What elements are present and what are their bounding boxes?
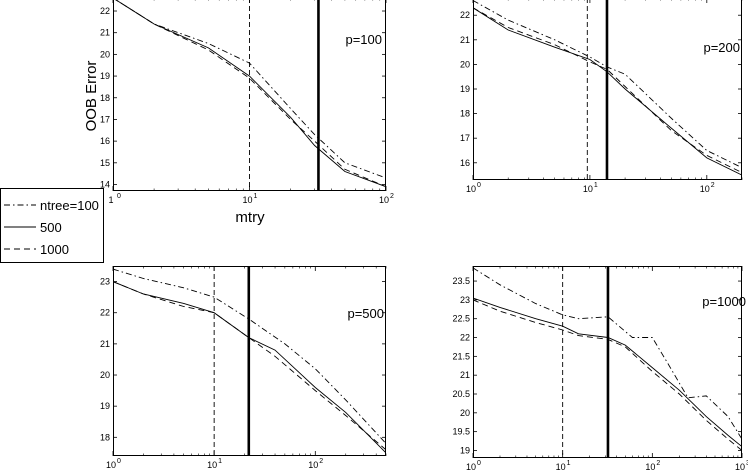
x-tick-exponent: 2: [711, 182, 715, 189]
y-tick-label: 23: [100, 277, 110, 287]
x-tick-exponent: 3: [746, 460, 748, 467]
x-tick-label: 10: [700, 184, 710, 194]
legend: ntree=100 500 1000: [0, 188, 104, 263]
series-line-1000: [113, 281, 386, 451]
panel-p100: p=100 OOB Error mtry 1415161718192021221…: [83, 0, 394, 226]
y-tick-label: 20.5: [452, 389, 470, 399]
axes-frame: [473, 266, 742, 458]
legend-box: [0, 188, 104, 263]
panel-title: p=100: [345, 32, 382, 47]
y-tick-label: 21.5: [452, 351, 470, 361]
panel-title: p=200: [703, 40, 740, 55]
y-tick-label: 23.5: [452, 276, 470, 286]
y-tick-label: 22: [460, 10, 470, 20]
y-tick-label: 22: [100, 6, 110, 16]
x-tick-exponent: 0: [117, 458, 121, 465]
panel-title: p=500: [347, 306, 384, 321]
y-tick-label: 19: [100, 71, 110, 81]
x-tick-label: 10: [583, 184, 593, 194]
x-tick-label: 1: [108, 195, 113, 205]
y-tick-label: 19: [460, 84, 470, 94]
series-line-ntree-100: [113, 268, 386, 444]
y-tick-label: 18: [100, 432, 110, 442]
x-tick-exponent: 1: [218, 458, 222, 465]
series-line-ntree-100: [473, 267, 742, 440]
y-tick-label: 19: [460, 445, 470, 455]
x-tick-exponent: 1: [594, 182, 598, 189]
x-tick-label: 10: [379, 195, 389, 205]
y-tick-label: 20: [100, 370, 110, 380]
y-tick-label: 19.5: [452, 427, 470, 437]
axes-frame: [113, 0, 386, 191]
x-tick-label: 10: [207, 460, 217, 470]
y-tick-label: 21: [460, 35, 470, 45]
axes-frame: [113, 266, 386, 456]
x-tick-exponent: 2: [656, 460, 660, 467]
y-tick-label: 17: [100, 114, 110, 124]
legend-label-1000: 1000: [40, 242, 69, 257]
y-tick-label: 19: [100, 401, 110, 411]
legend-label-ntree100: ntree=100: [40, 198, 99, 213]
series-line-1000: [473, 7, 742, 174]
axes-frame: [473, 0, 742, 180]
series-line-500: [473, 297, 742, 448]
y-tick-label: 21: [100, 339, 110, 349]
x-tick-label: 10: [466, 462, 476, 472]
x-tick-label: 10: [466, 184, 476, 194]
x-axis-label: mtry: [235, 209, 265, 226]
x-tick-exponent: 2: [390, 193, 394, 200]
x-tick-exponent: 1: [567, 460, 571, 467]
series-line-ntree-100: [473, 0, 742, 169]
y-tick-label: 22.5: [452, 314, 470, 324]
y-tick-label: 20: [460, 408, 470, 418]
series-line-500: [113, 281, 386, 454]
y-tick-label: 20: [460, 59, 470, 69]
x-tick-label: 10: [556, 462, 566, 472]
x-tick-exponent: 2: [319, 458, 323, 465]
y-tick-label: 21: [100, 28, 110, 38]
y-tick-label: 18: [460, 109, 470, 119]
series-line-500: [115, 0, 386, 188]
x-tick-exponent: 1: [254, 193, 258, 200]
x-tick-label: 10: [645, 462, 655, 472]
x-tick-label: 10: [308, 460, 318, 470]
x-tick-label: 10: [735, 462, 745, 472]
y-tick-label: 17: [460, 133, 470, 143]
x-tick-exponent: 0: [477, 182, 481, 189]
x-tick-label: 10: [106, 460, 116, 470]
x-tick-label: 10: [242, 195, 252, 205]
y-tick-label: 14: [100, 179, 110, 189]
y-tick-label: 15: [100, 158, 110, 168]
x-tick-exponent: 0: [477, 460, 481, 467]
series-line-500: [473, 7, 742, 176]
y-tick-label: 16: [100, 136, 110, 146]
series-line-ntree-100: [115, 0, 386, 179]
y-tick-label: 21: [460, 370, 470, 380]
y-tick-label: 22: [460, 333, 470, 343]
y-tick-label: 16: [460, 158, 470, 168]
x-tick-exponent: 0: [117, 193, 121, 200]
series-line-1000: [115, 0, 386, 188]
y-axis-label: OOB Error: [83, 61, 100, 132]
y-tick-label: 20: [100, 49, 110, 59]
y-tick-label: 18: [100, 93, 110, 103]
series-line-1000: [473, 299, 742, 451]
panel-title: p=1000: [702, 294, 746, 309]
legend-label-500: 500: [40, 220, 62, 235]
y-tick-label: 22: [100, 308, 110, 318]
y-tick-label: 23: [460, 295, 470, 305]
